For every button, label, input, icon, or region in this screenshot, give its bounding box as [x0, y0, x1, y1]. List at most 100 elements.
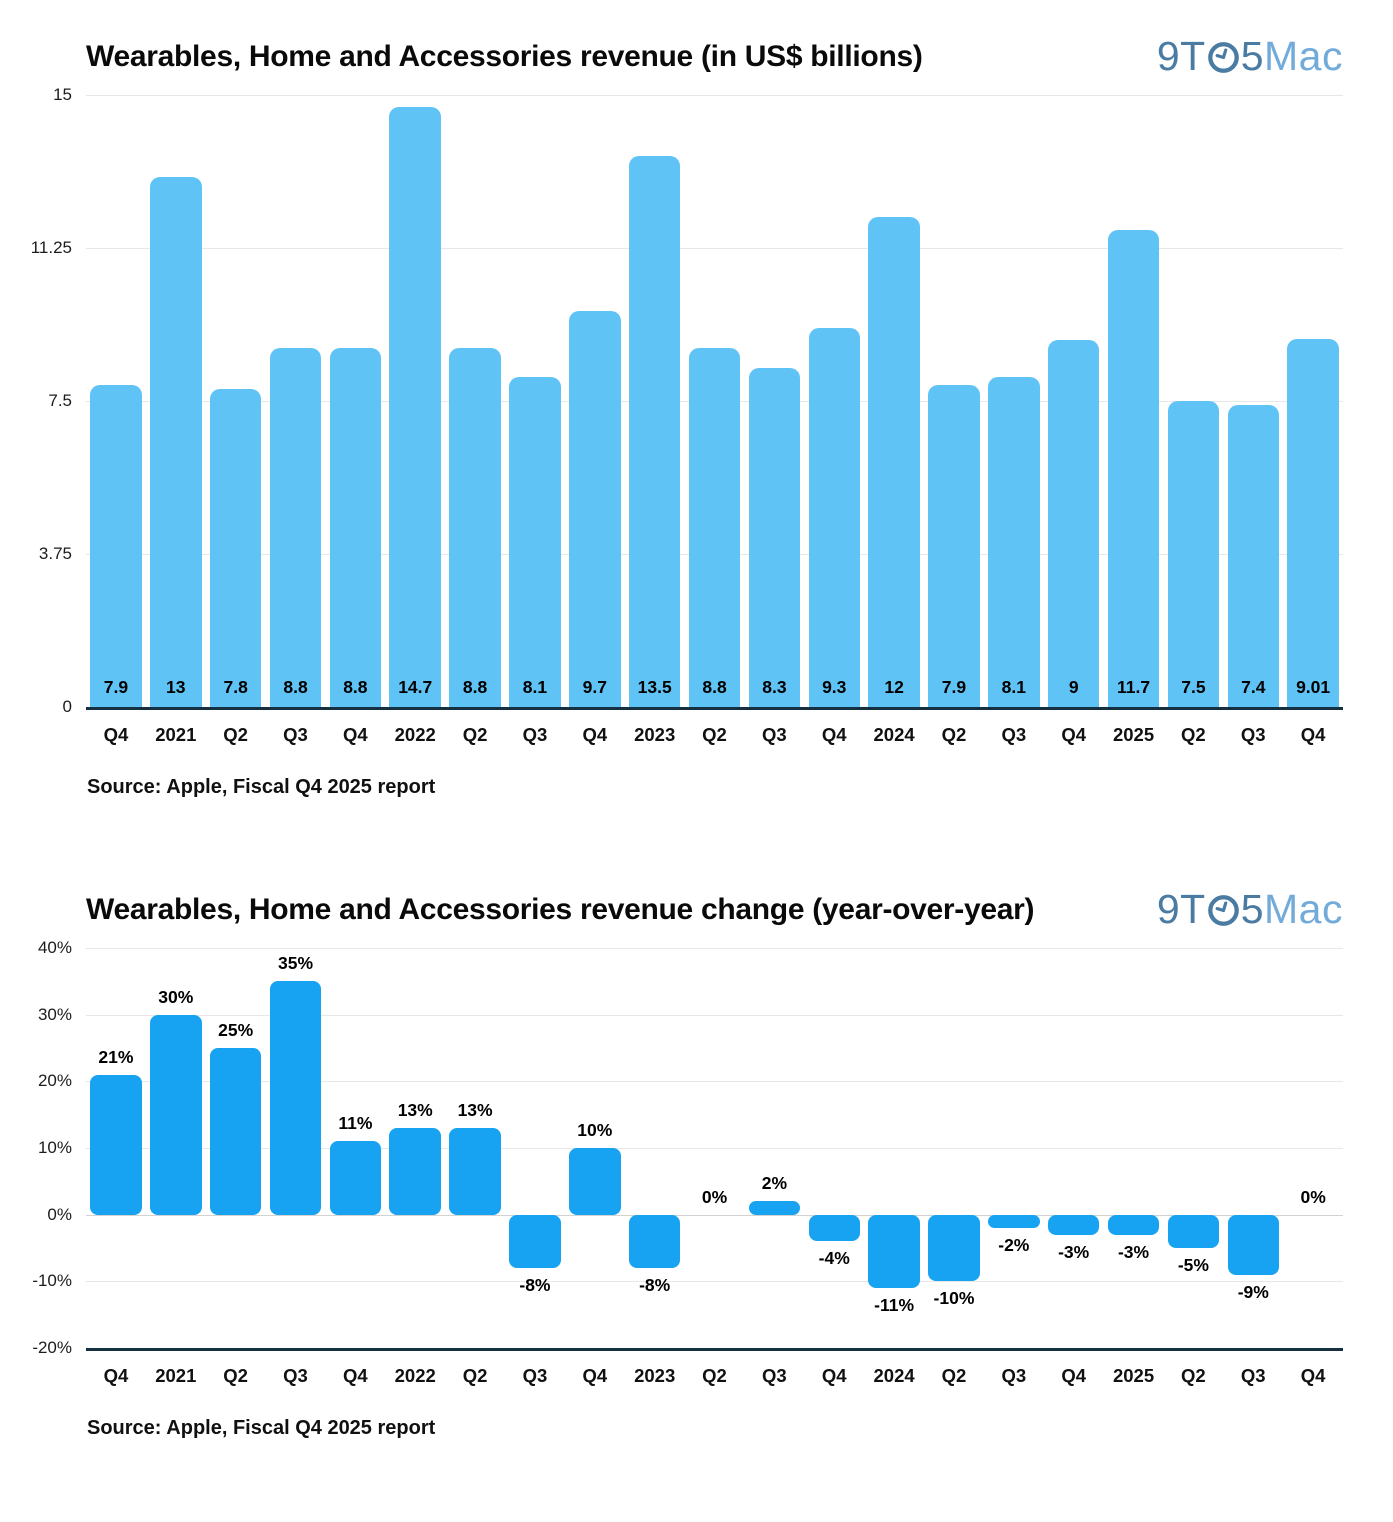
x-tick-label: Q2: [941, 724, 967, 745]
logo-text-start: 9T: [1156, 886, 1206, 932]
x-tick-label: Q3: [762, 724, 787, 745]
bar: [808, 1214, 860, 1242]
bar-value-label: -4%: [818, 1248, 850, 1269]
bar-slot: 11.7: [1104, 95, 1164, 707]
bar-slot: 13%: [445, 948, 505, 1348]
y-tick-label: -10%: [32, 1271, 72, 1291]
gridline: [86, 1014, 1343, 1016]
bar: [688, 347, 741, 707]
bar-slot: 13: [146, 95, 206, 707]
bar-slot: -2%: [984, 948, 1044, 1348]
bar-value-label: 8.8: [702, 677, 727, 697]
bar: [928, 384, 980, 707]
bar: [1167, 401, 1220, 707]
bar-value-label: -3%: [1058, 1241, 1090, 1262]
bar-value-label: 8.3: [762, 677, 787, 697]
x-tick-label: Q3: [1240, 1365, 1266, 1386]
bar-slot: -9%: [1223, 948, 1283, 1348]
gridline: [86, 1281, 1343, 1283]
bar: [509, 1214, 561, 1268]
x-tick-label: Q2: [462, 724, 488, 745]
x-tick-label: Q4: [1061, 724, 1087, 745]
x-tick-label: Q3: [522, 1365, 548, 1386]
x-tick-label: Q3: [1240, 724, 1266, 745]
bar-value-label: -2%: [998, 1235, 1030, 1255]
bar: [748, 1201, 801, 1215]
bar-value-label: 11.7: [1116, 677, 1151, 697]
x-tick-label: Q4: [1300, 1365, 1326, 1386]
bar-slot: 7.9: [924, 95, 984, 707]
bar-value-label: 8.1: [1001, 677, 1026, 697]
bars-row: 21% 30% 25% 35% 11% 13% 13% -8% 10% -8% 0% 2% -4% -11…: [86, 948, 1343, 1348]
bar-slot: 2%: [744, 948, 804, 1348]
gridline: [86, 948, 1343, 949]
x-tick-label: Q4: [343, 1365, 368, 1386]
x-axis: Q4 2021 Q2 Q3 Q4 2022 Q2 Q3 Q4 2023 Q2 Q3 Q4 2024 Q2 Q3…: [86, 710, 1343, 746]
bar: [569, 1148, 621, 1215]
bar-value-label: 7.4: [1241, 677, 1266, 697]
bar-slot: 9.3: [804, 95, 864, 707]
x-tick-label: 2021: [155, 1365, 197, 1386]
bar-slot: 8.8: [266, 95, 326, 707]
y-tick-label: 10%: [37, 1138, 72, 1157]
bar-value-label: 35%: [277, 953, 314, 974]
bar-value-label: 2%: [761, 1173, 788, 1194]
bar-value-label: 7.9: [103, 677, 129, 697]
x-tick-label: 2022: [394, 724, 436, 745]
bar-slot: 35%: [266, 948, 326, 1348]
bar-slot: 8.3: [744, 95, 804, 707]
bar-value-label: -8%: [639, 1275, 671, 1295]
bar: [1047, 339, 1100, 707]
bar-slot: 9.7: [565, 95, 625, 707]
bar: [209, 1048, 262, 1215]
x-tick-label: Q2: [1181, 1365, 1206, 1386]
gridline: [86, 1214, 1343, 1216]
logo-text-mid: 5: [1240, 33, 1265, 79]
bar-value-label: 9: [1068, 677, 1079, 697]
logo-text-mid: 5: [1240, 886, 1265, 932]
x-tick-label: Q3: [283, 724, 308, 745]
x-tick-label: 2023: [634, 724, 676, 745]
x-tick-label: Q4: [821, 724, 847, 745]
gridline: [86, 1081, 1343, 1083]
bar-slot: 8.8: [445, 95, 505, 707]
bar: [808, 327, 860, 707]
gridline: [86, 248, 1343, 249]
bar: [90, 1074, 142, 1215]
x-tick-label: Q2: [702, 1365, 727, 1386]
x-tick-label: Q4: [1061, 1365, 1087, 1386]
bar-slot: 8.1: [984, 95, 1044, 707]
bar: [1227, 1214, 1279, 1275]
bar-slot: -8%: [625, 948, 685, 1348]
y-tick-label: 40%: [37, 938, 72, 957]
bar: [988, 376, 1040, 707]
x-tick-label: 2023: [634, 1365, 676, 1386]
bar: [1227, 405, 1279, 707]
bar: [1107, 1214, 1160, 1235]
bar-slot: 10%: [565, 948, 625, 1348]
plot-area: 21% 30% 25% 35% 11% 13% 13% -8% 10% -8% 0% 2% -4% -11…: [86, 948, 1343, 1351]
bar-value-label: 8.8: [343, 677, 368, 697]
x-tick-label: Q4: [582, 724, 608, 745]
bar-slot: -11%: [864, 948, 924, 1348]
logo-text-start: 9T: [1156, 33, 1206, 79]
bar-slot: 9.01: [1283, 95, 1343, 707]
bar: [628, 1214, 681, 1268]
chart-body: -20% -10% 0% 10% 20% 30% 40% 21% 30% 25% 35% 11% 13…: [14, 938, 1343, 1357]
bar: [628, 156, 681, 707]
y-tick-label: 30%: [37, 1004, 72, 1024]
bar-value-label: 8.8: [283, 677, 308, 697]
x-tick-label: Q4: [103, 724, 129, 745]
bar: [868, 1214, 920, 1288]
bar: [748, 368, 801, 707]
bar: [1107, 229, 1160, 707]
bar-value-label: 8.1: [522, 677, 548, 697]
bar-slot: 7.9: [86, 95, 146, 707]
bar: [269, 347, 322, 707]
bar-slot: -3%: [1104, 948, 1164, 1348]
x-tick-label: Q4: [1300, 724, 1326, 745]
bar-value-label: 25%: [218, 1020, 254, 1040]
y-tick-label: -20%: [32, 1338, 72, 1357]
nine-to-five-mac-logo: 9T 5 Mac: [1157, 36, 1343, 77]
bar-value-label: 13%: [457, 1100, 493, 1120]
